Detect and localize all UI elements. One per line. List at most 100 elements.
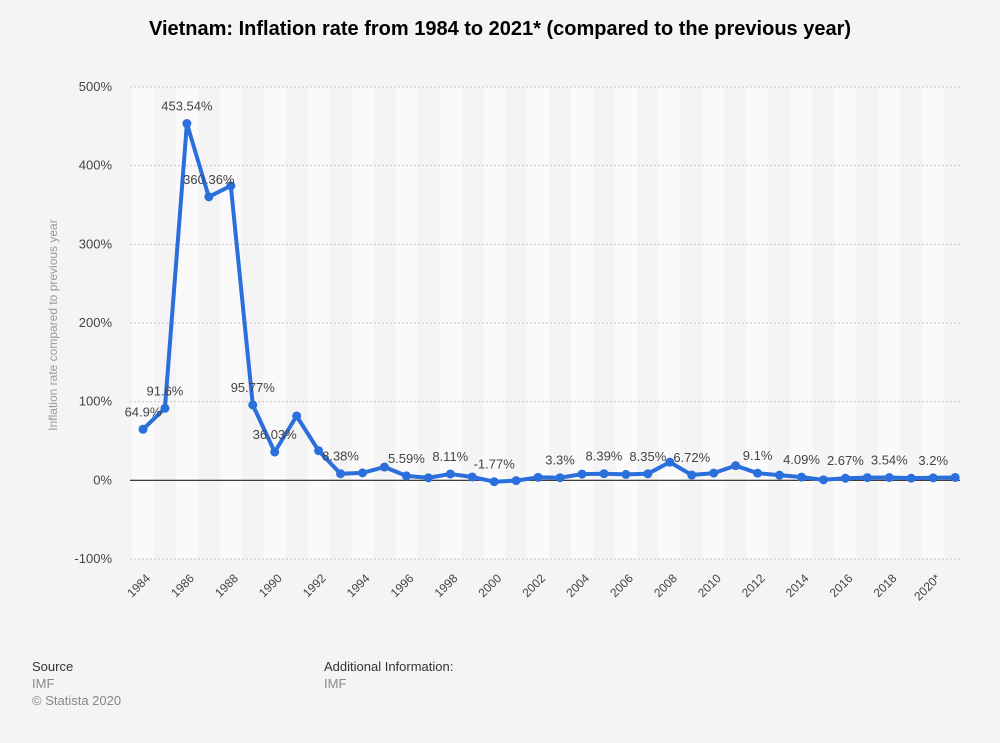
data-label: 91.6%	[147, 383, 184, 398]
y-tick-label: 300%	[79, 236, 113, 251]
data-point	[665, 457, 675, 467]
x-tick-label: 2000	[476, 571, 505, 600]
data-label: 5.59%	[388, 451, 425, 466]
data-point	[577, 469, 587, 479]
data-point	[160, 403, 170, 413]
data-label: 360.36%	[183, 172, 235, 187]
x-tick-label: 2006	[607, 571, 636, 600]
data-point	[182, 119, 192, 129]
series-layer	[138, 119, 960, 487]
source-name: IMF	[32, 676, 55, 691]
x-tick-label: 1992	[300, 571, 329, 600]
data-point	[248, 400, 258, 410]
data-point	[950, 472, 960, 482]
data-point	[928, 473, 938, 483]
x-tick-label: 2012	[739, 571, 768, 600]
data-point	[445, 469, 455, 479]
x-tick-label: 2014	[783, 571, 812, 600]
y-tick-label: -100%	[74, 551, 112, 566]
data-point	[731, 461, 741, 471]
plot-band	[746, 87, 769, 559]
plot-band	[702, 87, 725, 559]
x-tick-label: 2004	[563, 571, 592, 600]
data-point	[358, 468, 367, 478]
additional-info-value: IMF	[324, 676, 347, 691]
data-point	[753, 468, 763, 478]
data-point	[423, 473, 433, 483]
copyright: © Statista 2020	[32, 693, 122, 708]
data-point	[467, 472, 477, 482]
x-tick-label: 2016	[827, 571, 856, 600]
y-tick-label: 0%	[93, 472, 112, 487]
x-tick-label: 1998	[432, 571, 461, 600]
data-label: 8.35%	[629, 449, 666, 464]
data-point	[797, 472, 806, 482]
x-tick-label: 1986	[168, 571, 197, 600]
y-tick-label: 400%	[79, 158, 113, 173]
additional-info-heading: Additional Information:	[324, 659, 454, 674]
plot-band	[834, 87, 857, 559]
data-point	[687, 470, 697, 480]
data-point	[336, 469, 346, 479]
data-point	[709, 468, 719, 478]
y-tick-label: 200%	[79, 315, 113, 330]
source-block: Source IMF © Statista 2020	[32, 658, 121, 709]
x-tick-label: 2020*	[911, 571, 943, 603]
plot-band	[922, 87, 945, 559]
data-label: 64.9%	[125, 404, 162, 419]
data-label: 95.77%	[231, 380, 276, 395]
data-point	[906, 473, 916, 483]
data-label: 3.2%	[918, 453, 948, 468]
x-tick-label: 2002	[519, 571, 548, 600]
plot-band	[878, 87, 901, 559]
data-point	[862, 473, 872, 483]
source-heading: Source	[32, 659, 74, 674]
plot-band	[614, 87, 637, 559]
data-label: 36.03%	[253, 427, 298, 442]
x-tick-label: 2010	[695, 571, 724, 600]
x-tick-label: 1994	[344, 571, 373, 600]
x-tick-label: 2008	[651, 571, 680, 600]
data-point	[292, 411, 302, 421]
data-point	[643, 469, 653, 479]
data-point	[511, 476, 521, 486]
data-label: 9.1%	[743, 448, 773, 463]
chart-title: Vietnam: Inflation rate from 1984 to 202…	[148, 18, 852, 40]
x-axis: 1984 1986 1988 1990 1992 1994 1996 1998 2000 2002…	[124, 571, 943, 603]
data-point	[138, 424, 148, 434]
data-label: 8.38%	[322, 449, 359, 464]
additional-info-block: Additional Information: IMF	[324, 658, 453, 692]
y-axis: 500% 400% 300% 200% 100% 0% -100%	[74, 79, 112, 566]
data-label: 8.11%	[432, 449, 468, 464]
data-point	[204, 192, 214, 202]
data-point	[401, 471, 411, 481]
plot-band	[790, 87, 813, 559]
y-tick-label: 500%	[79, 79, 113, 94]
x-tick-label: 1996	[388, 571, 417, 600]
data-point	[775, 470, 785, 480]
y-axis-label: Inflation rate compared to previous year	[46, 219, 60, 430]
x-tick-label: 1984	[124, 571, 153, 600]
data-labels: 64.9% 91.6% 453.54% 360.36% 95.77% 36.03% 8.38…	[125, 99, 949, 472]
data-point	[818, 475, 828, 485]
data-point	[621, 469, 631, 479]
data-point	[379, 462, 389, 472]
data-point	[489, 477, 499, 487]
data-label: 6.72%	[673, 450, 710, 465]
data-point	[533, 472, 543, 482]
data-point	[599, 469, 609, 479]
x-tick-label: 1988	[212, 571, 241, 600]
y-tick-label: 100%	[79, 394, 113, 409]
x-tick-label: 2018	[871, 571, 900, 600]
plot-band	[658, 87, 681, 559]
data-point	[226, 181, 236, 191]
data-label: 4.09%	[783, 452, 820, 467]
data-point	[270, 447, 280, 457]
data-point	[884, 473, 894, 483]
data-point	[314, 446, 324, 456]
data-label: 3.54%	[871, 453, 908, 468]
x-tick-label: 1990	[256, 571, 285, 600]
data-label: -1.77%	[474, 457, 516, 472]
